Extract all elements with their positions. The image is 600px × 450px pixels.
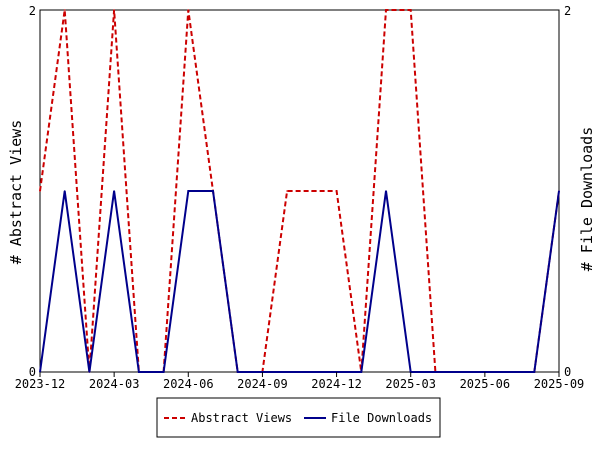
x-tick-label: 2025-03 <box>385 377 436 391</box>
y-axis-label-right: # File Downloads <box>578 127 596 272</box>
data-point <box>88 371 91 373</box>
x-ticks: 2023-12 2024-03 2024-06 2024-09 2024-12 2025-… <box>15 372 585 391</box>
data-point <box>113 9 115 11</box>
y-tick-right-top: 2 <box>564 4 571 18</box>
data-point <box>187 190 190 192</box>
data-point <box>286 371 288 373</box>
data-point <box>138 371 140 373</box>
legend-label-abstract-views: Abstract Views <box>191 411 292 425</box>
y-tick-left-bottom: 0 <box>29 365 36 379</box>
data-point <box>385 190 387 192</box>
y-tick-right-bottom: 0 <box>564 365 571 379</box>
x-tick-label: 2024-03 <box>89 377 140 391</box>
x-tick-label: 2025-09 <box>534 377 585 391</box>
data-point <box>385 9 387 11</box>
data-point <box>409 9 412 11</box>
data-point <box>63 190 66 192</box>
x-tick-label: 2024-12 <box>311 377 362 391</box>
data-point <box>558 190 560 192</box>
data-point <box>335 190 338 192</box>
data-point <box>113 190 115 192</box>
series-line-file-downloads <box>39 190 560 373</box>
x-tick-label: 2024-06 <box>163 377 214 391</box>
data-point <box>39 190 41 192</box>
data-point <box>459 371 461 373</box>
legend: Abstract Views File Downloads <box>156 397 441 438</box>
data-point <box>212 190 214 192</box>
data-point <box>63 9 66 11</box>
data-point <box>311 190 313 192</box>
y-axis-label-left: # Abstract Views <box>7 120 25 265</box>
data-point <box>286 190 288 192</box>
data-point <box>187 9 190 11</box>
data-point <box>508 371 511 373</box>
x-tick-label: 2023-12 <box>15 377 66 391</box>
y-tick-left-top: 2 <box>29 4 36 18</box>
data-point <box>360 371 363 373</box>
data-point <box>311 371 313 373</box>
legend-label-file-downloads: File Downloads <box>331 411 432 425</box>
data-point <box>162 371 165 373</box>
legend-box <box>156 397 441 438</box>
x-tick-label: 2024-09 <box>237 377 288 391</box>
data-point <box>434 371 437 373</box>
x-tick-label: 2025-06 <box>460 377 511 391</box>
data-point <box>533 371 536 373</box>
data-point <box>236 371 239 373</box>
